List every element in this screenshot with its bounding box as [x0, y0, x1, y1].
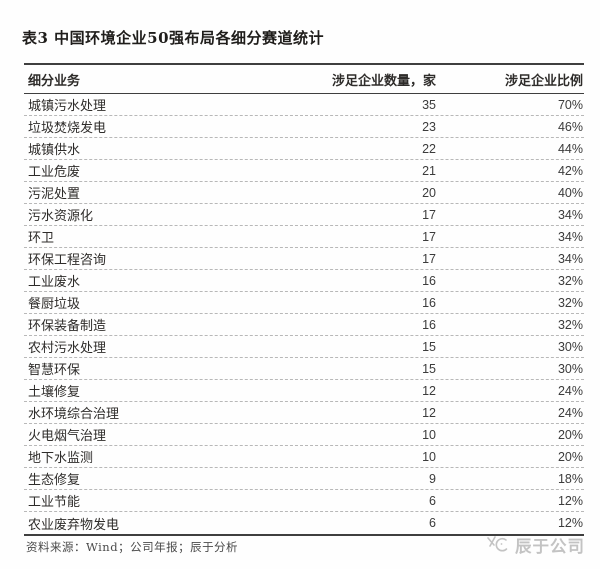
table-row: 餐厨垃圾 16 32% — [24, 292, 584, 314]
cell-company-ratio: 20% — [557, 427, 583, 442]
cell-company-ratio: 42% — [557, 163, 583, 178]
cell-segment-name: 地下水监测 — [28, 451, 94, 466]
cell-company-count: 35 — [422, 97, 436, 112]
table-row: 垃圾焚烧发电 23 46% — [24, 116, 584, 138]
table-row: 城镇污水处理 35 70% — [24, 94, 584, 116]
watermark-label: 辰于公司 — [515, 537, 585, 556]
cell-company-ratio: 30% — [557, 361, 583, 376]
cell-company-count: 16 — [422, 295, 436, 310]
cell-company-count: 16 — [422, 317, 436, 332]
cell-company-ratio: 12% — [557, 493, 583, 508]
cell-company-ratio: 34% — [557, 207, 583, 222]
table-header: 细分业务 涉足企业数量，家 涉足企业比例 — [24, 65, 584, 94]
cell-company-count: 12 — [422, 405, 436, 420]
table-row: 火电烟气治理 10 20% — [24, 424, 584, 446]
table-row: 生态修复 9 18% — [24, 468, 584, 490]
cell-company-count: 16 — [422, 273, 436, 288]
cell-company-count: 23 — [422, 119, 436, 134]
cell-company-ratio: 40% — [557, 185, 583, 200]
cell-company-ratio: 24% — [557, 405, 583, 420]
cell-segment-name: 生态修复 — [28, 473, 81, 488]
cell-company-ratio: 70% — [557, 97, 583, 112]
table-row: 工业危废 21 42% — [24, 160, 584, 182]
cell-segment-name: 污水资源化 — [28, 209, 94, 224]
cell-company-count: 12 — [422, 383, 436, 398]
cell-company-count: 22 — [422, 141, 436, 156]
table-row: 智慧环保 15 30% — [24, 358, 584, 380]
table-row: 农业废弃物发电 6 12% — [24, 512, 584, 534]
cell-company-count: 17 — [422, 251, 436, 266]
cell-company-count: 10 — [422, 427, 436, 442]
cell-company-count: 21 — [422, 163, 436, 178]
cell-company-count: 6 — [429, 516, 436, 530]
table-row: 城镇供水 22 44% — [24, 138, 584, 160]
cell-segment-name: 土壤修复 — [28, 385, 81, 400]
source-note: 资料来源：Wind；公司年报；辰于分析 — [26, 540, 239, 554]
cell-segment-name: 工业节能 — [28, 495, 81, 510]
cell-segment-name: 农业废弃物发电 — [28, 517, 120, 533]
cell-company-ratio: 24% — [557, 383, 583, 398]
table-row: 水环境综合治理 12 24% — [24, 402, 584, 424]
cell-company-count: 15 — [422, 339, 436, 354]
table-row: 污泥处置 20 40% — [24, 182, 584, 204]
cell-segment-name: 水环境综合治理 — [28, 407, 120, 422]
cell-company-ratio: 20% — [557, 449, 583, 464]
cell-segment-name: 环保工程咨询 — [28, 253, 107, 268]
table-row: 污水资源化 17 34% — [24, 204, 584, 226]
cell-company-ratio: 34% — [557, 251, 583, 266]
header-cell-count: 涉足企业数量，家 — [331, 73, 436, 89]
cell-segment-name: 垃圾焚烧发电 — [28, 121, 107, 136]
cell-segment-name: 城镇供水 — [28, 143, 81, 158]
cell-company-ratio: 18% — [557, 471, 583, 486]
cell-company-ratio: 12% — [557, 516, 583, 530]
cell-company-count: 17 — [422, 207, 436, 222]
cell-company-ratio: 32% — [557, 295, 583, 310]
cell-company-count: 6 — [429, 493, 436, 508]
cell-company-count: 9 — [429, 471, 436, 486]
page-title: 表3 中国环境企业50强布局各细分赛道统计 — [22, 29, 325, 47]
table-row: 环保工程咨询 17 34% — [24, 248, 584, 270]
table-row: 土壤修复 12 24% — [24, 380, 584, 402]
cell-segment-name: 污泥处置 — [28, 187, 81, 202]
cell-segment-name: 智慧环保 — [28, 363, 81, 378]
cell-segment-name: 城镇污水处理 — [28, 99, 107, 114]
chenyu-logo-icon — [486, 535, 512, 555]
cell-company-count: 15 — [422, 361, 436, 376]
cell-segment-name: 农村污水处理 — [28, 341, 107, 356]
watermark: 辰于公司 — [486, 533, 585, 557]
cell-segment-name: 工业危废 — [28, 165, 81, 180]
table-row: 环卫 17 34% — [24, 226, 584, 248]
cell-segment-name: 火电烟气治理 — [28, 429, 107, 444]
table-row: 地下水监测 10 20% — [24, 446, 584, 468]
cell-segment-name: 环保装备制造 — [28, 319, 107, 334]
segments-table: 细分业务 涉足企业数量，家 涉足企业比例 城镇污水处理 35 70% 垃圾焚烧发… — [24, 63, 584, 536]
table-row: 工业节能 6 12% — [24, 490, 584, 512]
cell-company-ratio: 32% — [557, 317, 583, 332]
cell-company-count: 10 — [422, 449, 436, 464]
header-cell-segment: 细分业务 — [28, 73, 81, 89]
table-row: 环保装备制造 16 32% — [24, 314, 584, 336]
header-cell-ratio: 涉足企业比例 — [504, 73, 583, 89]
cell-company-count: 17 — [422, 229, 436, 244]
table-row: 农村污水处理 15 30% — [24, 336, 584, 358]
cell-company-ratio: 46% — [557, 119, 583, 134]
cell-company-count: 20 — [422, 185, 436, 200]
cell-company-ratio: 34% — [557, 229, 583, 244]
cell-segment-name: 餐厨垃圾 — [28, 297, 81, 312]
cell-company-ratio: 44% — [557, 141, 583, 156]
table-row: 工业废水 16 32% — [24, 270, 584, 292]
table-body: 城镇污水处理 35 70% 垃圾焚烧发电 23 46% 城镇供水 22 44% … — [24, 94, 584, 534]
cell-segment-name: 环卫 — [28, 231, 55, 246]
cell-company-ratio: 32% — [557, 273, 583, 288]
cell-segment-name: 工业废水 — [28, 275, 81, 290]
cell-company-ratio: 30% — [557, 339, 583, 354]
